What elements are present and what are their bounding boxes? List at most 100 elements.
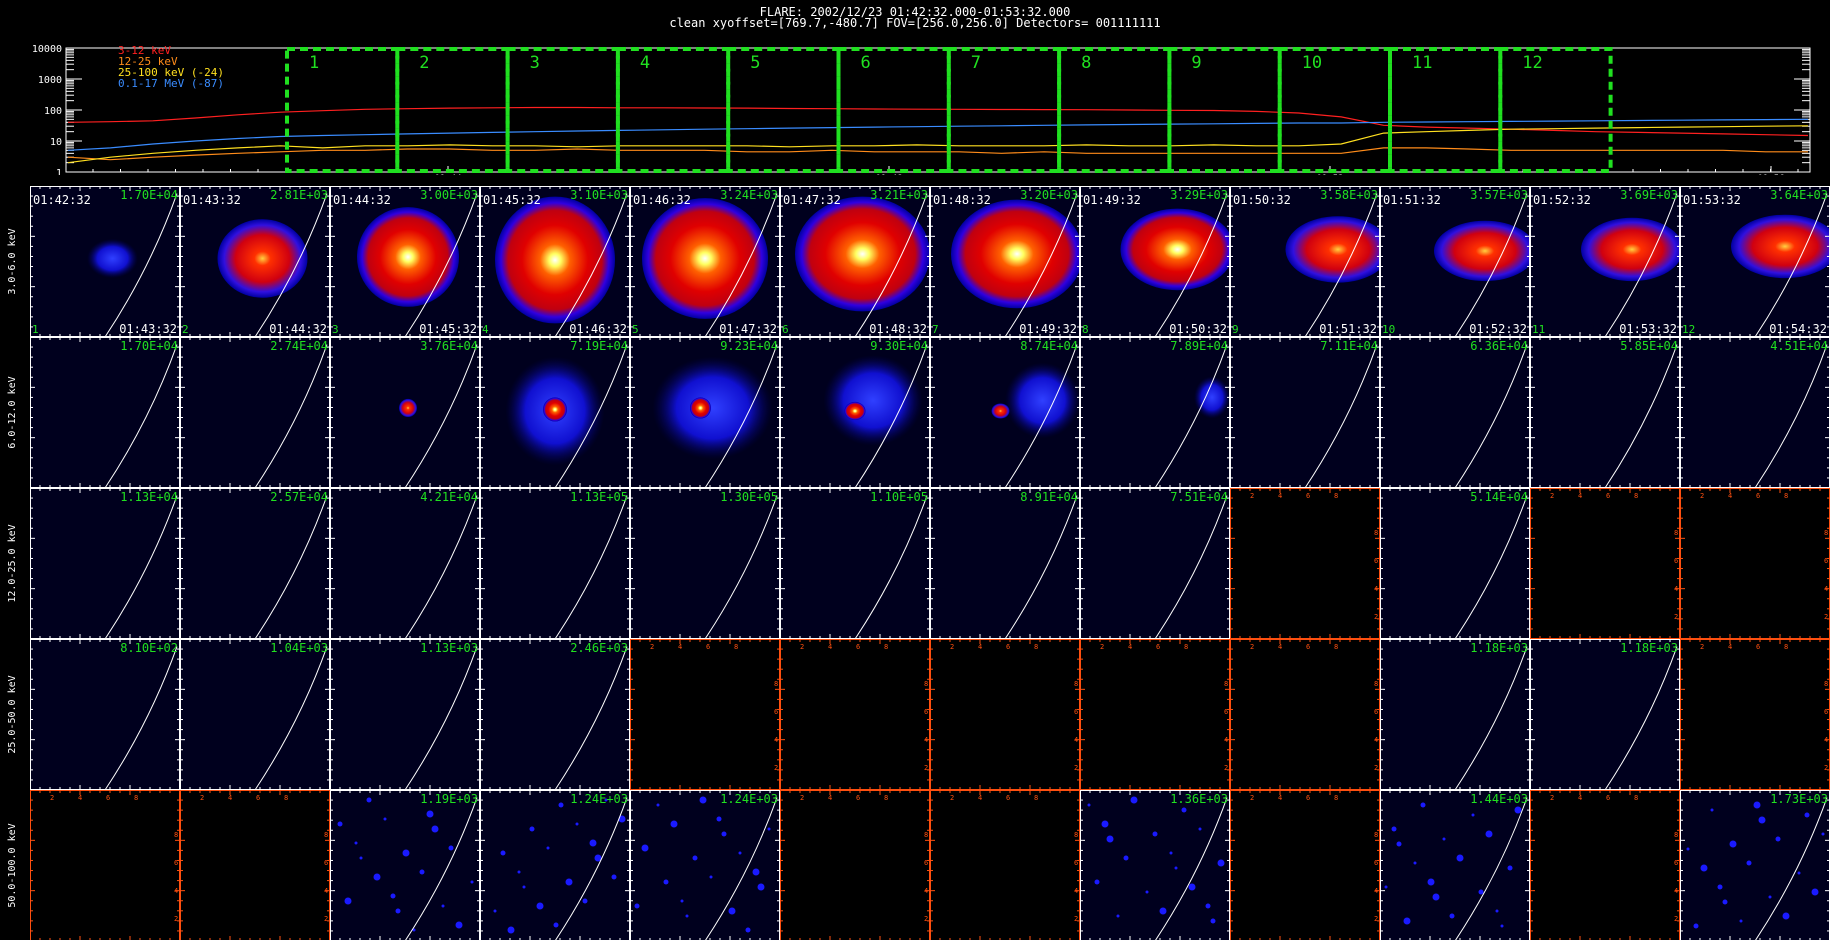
image-panel: 2.46E+03 (480, 639, 630, 791)
panel-max-value: 1.36E+03 (1170, 792, 1228, 806)
solar-limb-curve (854, 193, 928, 338)
interval-label: 12 (1522, 53, 1542, 73)
panel-max-value: 1.13E+03 (420, 641, 478, 655)
interval-label: 6 (861, 53, 871, 73)
interval-label: 11 (1412, 53, 1432, 73)
panel-max-value: 6.36E+04 (1470, 339, 1528, 353)
image-panel: 7.11E+04 (1230, 337, 1380, 489)
noise-speck (611, 874, 617, 880)
panel-frame (30, 488, 180, 639)
noise-speck (565, 878, 573, 886)
panel-frame (630, 790, 780, 940)
panel-background (930, 639, 1080, 790)
image-panel: 22446688 (1530, 790, 1680, 940)
panel-background (180, 790, 330, 940)
empty-axis-label: 6 (324, 859, 328, 867)
empty-axis-label: 2 (924, 915, 928, 923)
panel-frame (1380, 337, 1530, 488)
panel-interval-number: 10 (1382, 323, 1395, 336)
noise-speck (594, 854, 602, 862)
empty-axis-label: 6 (1374, 859, 1378, 867)
noise-speck (1478, 889, 1484, 895)
empty-axis-label: 2 (800, 643, 804, 651)
image-panel: 7.89E+04 (1080, 337, 1230, 489)
empty-axis-label: 4 (828, 794, 832, 802)
interval-label: 10 (1302, 53, 1322, 73)
panel-max-value: 7.19E+04 (570, 339, 628, 353)
panel-interval-number: 5 (632, 323, 639, 336)
noise-speck (546, 846, 550, 850)
noise-speck (692, 855, 698, 861)
empty-axis-label: 6 (1674, 557, 1678, 565)
empty-axis-label: 4 (828, 643, 832, 651)
empty-axis-label: 2 (1550, 492, 1554, 500)
panel-background (1530, 337, 1680, 488)
noise-speck (558, 802, 564, 808)
panel-max-value: 3.58E+03 (1320, 188, 1378, 202)
panel-interval-number: 7 (932, 323, 939, 336)
solar-limb-curve (704, 193, 778, 338)
image-panel: 3.20E+03 01:48:32 01:49:32 7 (930, 186, 1083, 338)
y-tick-label: 10 (50, 137, 62, 148)
empty-axis-label: 8 (1374, 680, 1378, 688)
noise-speck (575, 822, 579, 826)
panel-max-value: 1.44E+03 (1470, 792, 1528, 806)
image-panel: 1.70E+04 (30, 337, 180, 489)
noise-speck (1174, 866, 1178, 870)
noise-speck (767, 827, 771, 831)
noise-speck (1775, 836, 1781, 842)
panel-background (630, 790, 780, 940)
interval-label: 5 (750, 53, 760, 73)
solar-limb-curve (1004, 495, 1078, 640)
image-panel: 1.18E+03 (1530, 639, 1680, 791)
noise-speck (359, 856, 363, 860)
panel-max-value: 3.29E+03 (1170, 188, 1228, 202)
panel-frame (1230, 186, 1380, 337)
interval-label: 8 (1081, 53, 1091, 73)
panel-max-value: 1.24E+03 (570, 792, 628, 806)
noise-speck (419, 869, 425, 875)
solar-limb-curve (1155, 797, 1228, 940)
image-panel: 22446688 (1230, 790, 1380, 940)
noise-speck (1449, 913, 1455, 919)
image-panel: 1.04E+03 (180, 639, 330, 791)
panel-background (630, 639, 780, 790)
panel-max-value: 3.64E+03 (1770, 188, 1828, 202)
empty-axis-label: 2 (1074, 764, 1078, 772)
noise-speck (582, 898, 588, 904)
noise-speck (1782, 912, 1790, 920)
empty-axis-label: 6 (1674, 859, 1678, 867)
panel-max-value: 1.18E+03 (1620, 641, 1678, 655)
panel-end-time: 01:52:32 (1469, 322, 1527, 336)
panel-background (330, 639, 480, 790)
panel-interval-number: 4 (482, 323, 489, 336)
panel-interval-number: 1 (32, 323, 39, 336)
panel-frame (1380, 790, 1530, 940)
source-emission (823, 355, 923, 446)
empty-axis-label: 4 (78, 794, 82, 802)
empty-axis-label: 4 (1128, 643, 1132, 651)
source-emission (642, 198, 768, 319)
panel-background (1380, 639, 1530, 790)
noise-speck (721, 831, 727, 837)
image-panel: 4.51E+04 (1680, 337, 1830, 489)
noise-speck (745, 927, 751, 933)
row-energy-label: 3.0-6.0 keV (7, 228, 18, 294)
panel-max-value: 9.30E+04 (870, 339, 928, 353)
empty-axis-label: 6 (856, 794, 860, 802)
empty-axis-label: 6 (1374, 557, 1378, 565)
panel-frame (30, 186, 180, 337)
panel-max-value: 1.70E+04 (120, 339, 178, 353)
image-panel: 1.36E+03 (1080, 790, 1230, 940)
panel-max-value: 2.74E+04 (270, 339, 328, 353)
empty-axis-label: 8 (174, 831, 178, 839)
panel-frame (1080, 337, 1230, 488)
legend-entry: 25-100 keV (-24) (118, 66, 224, 79)
panel-start-time: 01:48:32 (933, 193, 991, 207)
panel-frame (1080, 639, 1230, 790)
empty-axis-label: 2 (950, 794, 954, 802)
source-emission (844, 401, 866, 421)
noise-speck (1768, 895, 1772, 899)
panel-max-value: 3.24E+03 (720, 188, 778, 202)
solar-limb-curve (1755, 797, 1828, 940)
